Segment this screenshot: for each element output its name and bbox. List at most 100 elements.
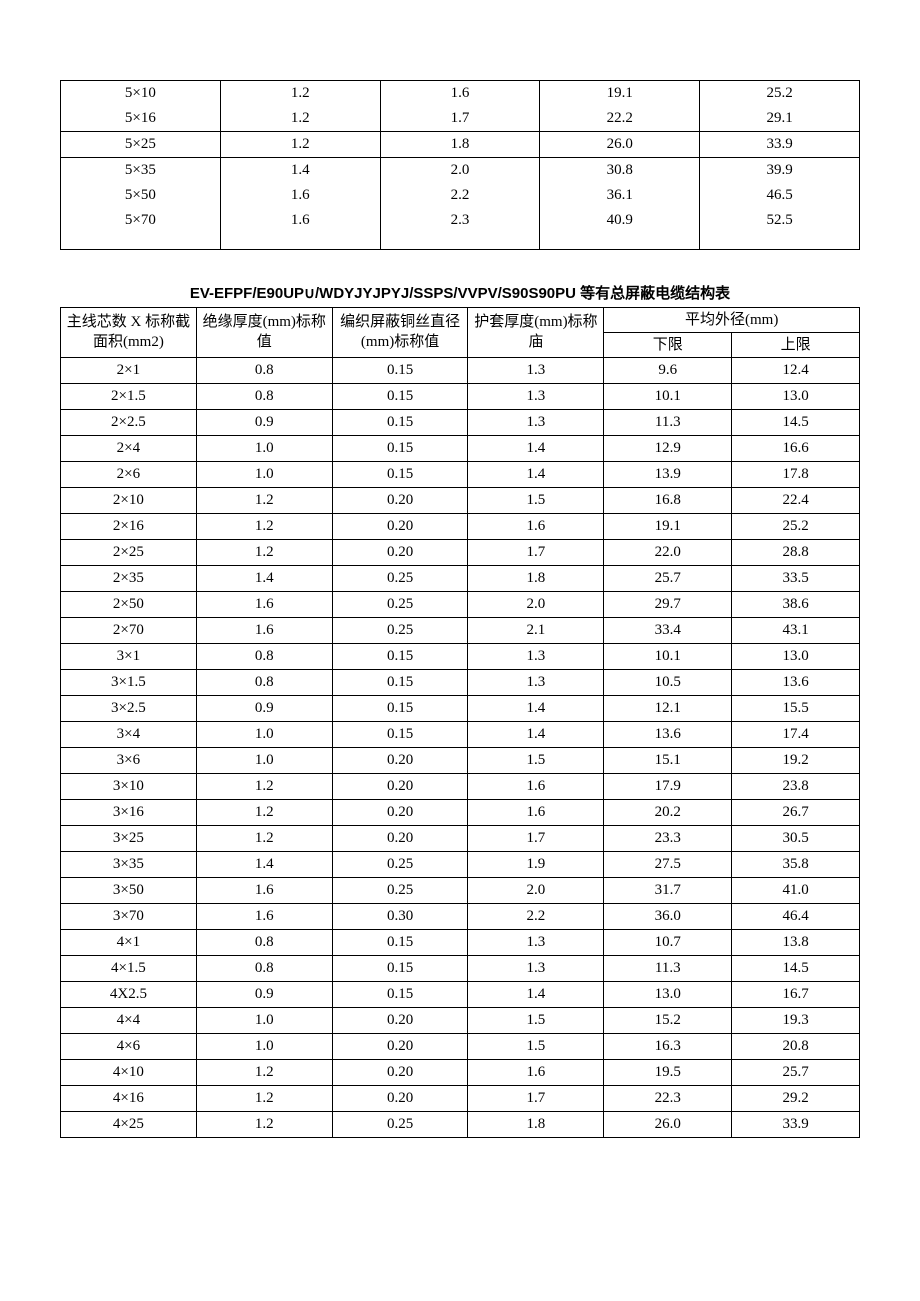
cell: 4×6 (61, 1034, 197, 1060)
cell: 10.1 (604, 384, 732, 410)
cell: 1.6 (196, 878, 332, 904)
table-row: 5×16 1.2 1.7 22.2 29.1 (61, 106, 860, 132)
cell: 1.6 (468, 800, 604, 826)
cell: 2×6 (61, 462, 197, 488)
cell: 1.2 (196, 488, 332, 514)
cell: 14.5 (732, 410, 860, 436)
cell: 1.5 (468, 1034, 604, 1060)
table-row: 5×10 1.2 1.6 19.1 25.2 (61, 81, 860, 107)
cell: 17.8 (732, 462, 860, 488)
cell: 2.0 (468, 592, 604, 618)
cell: 16.8 (604, 488, 732, 514)
cell: 25.7 (604, 566, 732, 592)
table-row: 4×1.50.80.151.311.314.5 (61, 956, 860, 982)
table-row: 3×101.20.201.617.923.8 (61, 774, 860, 800)
col-header: 下限 (604, 332, 732, 357)
cell: 19.5 (604, 1060, 732, 1086)
cell: 33.5 (732, 566, 860, 592)
cell: 4×25 (61, 1112, 197, 1138)
cell: 13.6 (732, 670, 860, 696)
cell: 0.15 (332, 358, 468, 384)
cell: 0.8 (196, 956, 332, 982)
cell: 1.3 (468, 358, 604, 384)
cell: 0.15 (332, 384, 468, 410)
cell: 0.15 (332, 462, 468, 488)
cell: 16.6 (732, 436, 860, 462)
cell: 1.0 (196, 436, 332, 462)
table-row: 5×35 1.4 2.0 30.8 39.9 (61, 158, 860, 184)
table-row: 2×41.00.151.412.916.6 (61, 436, 860, 462)
cell: 2.3 (380, 208, 540, 233)
cell: 0.8 (196, 670, 332, 696)
cell: 46.5 (700, 183, 860, 208)
table-row: 4×41.00.201.515.219.3 (61, 1008, 860, 1034)
cell: 3×4 (61, 722, 197, 748)
cell: 1.8 (468, 1112, 604, 1138)
cell: 0.15 (332, 644, 468, 670)
cell: 29.2 (732, 1086, 860, 1112)
cell: 1.2 (196, 514, 332, 540)
cell: 19.1 (540, 81, 700, 107)
cell: 23.8 (732, 774, 860, 800)
cell: 15.1 (604, 748, 732, 774)
upper-spec-table: 5×10 1.2 1.6 19.1 25.2 5×16 1.2 1.7 22.2… (60, 80, 860, 250)
cell: 2.2 (468, 904, 604, 930)
cell: 12.4 (732, 358, 860, 384)
table-row: 4X2.50.90.151.413.016.7 (61, 982, 860, 1008)
cell: 10.1 (604, 644, 732, 670)
cell: 5×50 (61, 183, 221, 208)
cell: 1.4 (468, 462, 604, 488)
cell: 13.0 (732, 384, 860, 410)
cell: 46.4 (732, 904, 860, 930)
cell: 9.6 (604, 358, 732, 384)
cell: 2.2 (380, 183, 540, 208)
cell: 1.2 (196, 774, 332, 800)
cell: 33.9 (700, 132, 860, 158)
cell: 26.7 (732, 800, 860, 826)
cell: 4×1 (61, 930, 197, 956)
cell: 23.3 (604, 826, 732, 852)
cell: 2×10 (61, 488, 197, 514)
table-row: 4×251.20.251.826.033.9 (61, 1112, 860, 1138)
cell: 3×50 (61, 878, 197, 904)
cell: 1.6 (468, 1060, 604, 1086)
cell: 2×1.5 (61, 384, 197, 410)
cell: 1.6 (196, 618, 332, 644)
cell: 0.15 (332, 696, 468, 722)
cell: 1.4 (220, 158, 380, 184)
cell: 1.2 (220, 132, 380, 158)
cell: 0.20 (332, 748, 468, 774)
table-row: 2×161.20.201.619.125.2 (61, 514, 860, 540)
cell: 1.2 (196, 1086, 332, 1112)
upper-table-body: 5×10 1.2 1.6 19.1 25.2 5×16 1.2 1.7 22.2… (61, 81, 860, 250)
cell: 4×16 (61, 1086, 197, 1112)
cell: 0.20 (332, 826, 468, 852)
cell: 1.4 (468, 722, 604, 748)
cell: 2.0 (380, 158, 540, 184)
table-row: 2×101.20.201.516.822.4 (61, 488, 860, 514)
cell: 5×25 (61, 132, 221, 158)
cell: 13.9 (604, 462, 732, 488)
cell: 39.9 (700, 158, 860, 184)
cell: 1.4 (196, 852, 332, 878)
cell: 0.9 (196, 982, 332, 1008)
cell: 22.0 (604, 540, 732, 566)
cell: 0.25 (332, 1112, 468, 1138)
table-row: 3×251.20.201.723.330.5 (61, 826, 860, 852)
table-row: 3×10.80.151.310.113.0 (61, 644, 860, 670)
cell: 31.7 (604, 878, 732, 904)
cell: 0.25 (332, 618, 468, 644)
cell: 0.20 (332, 1034, 468, 1060)
cell: 1.6 (468, 514, 604, 540)
cell: 28.8 (732, 540, 860, 566)
cell: 25.7 (732, 1060, 860, 1086)
cell: 38.6 (732, 592, 860, 618)
cell: 36.0 (604, 904, 732, 930)
table-row: 2×1.50.80.151.310.113.0 (61, 384, 860, 410)
table-row: 2×10.80.151.39.612.4 (61, 358, 860, 384)
cell: 13.8 (732, 930, 860, 956)
cell: 13.0 (732, 644, 860, 670)
table-row: 3×2.50.90.151.412.115.5 (61, 696, 860, 722)
table-row: 4×161.20.201.722.329.2 (61, 1086, 860, 1112)
cell: 22.4 (732, 488, 860, 514)
